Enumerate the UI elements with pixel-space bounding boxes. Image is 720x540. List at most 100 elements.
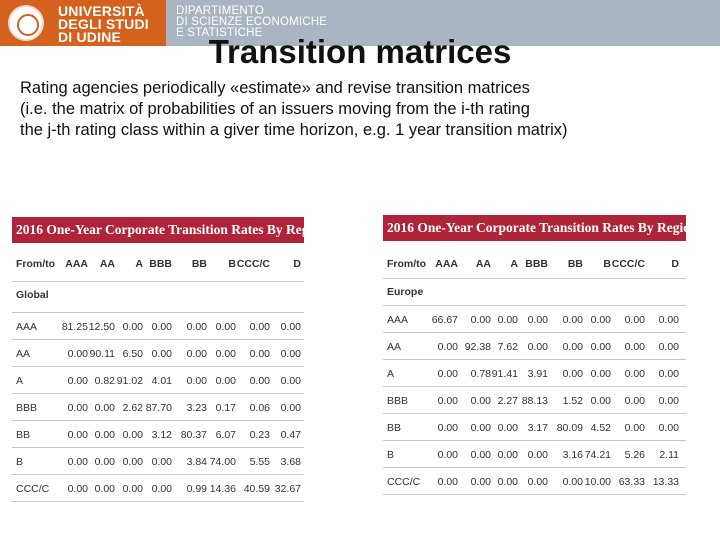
table-cell: 92.38: [464, 341, 491, 353]
table-cell: 6.07: [215, 429, 236, 441]
table-cell: 0.00: [527, 314, 548, 326]
table-cell: 0.23: [249, 429, 270, 441]
row-rating-label: B: [387, 449, 395, 461]
table-cell: 0.00: [67, 375, 88, 387]
column-header: BBB: [525, 258, 548, 270]
table-cell: 2.27: [497, 395, 518, 407]
table-row: AAA 81.25 12.50 0.00 0.00 0.00 0.00 0.00 0.00: [12, 312, 304, 339]
row-rating-label: B: [16, 456, 24, 468]
table-cell: 0.00: [437, 395, 458, 407]
department-name-line-1: DIPARTIMENTO: [176, 5, 265, 17]
table-cell: 0.99: [186, 483, 207, 495]
table-cell: 7.62: [497, 341, 518, 353]
column-header: CCC/C: [611, 258, 645, 270]
table-cell: 0.00: [151, 348, 172, 360]
table-cell: 5.26: [624, 449, 645, 461]
table-cell: 1.52: [562, 395, 583, 407]
table-cell: 40.59: [243, 483, 270, 495]
university-crest-icon: [8, 5, 44, 41]
column-header: AA: [475, 258, 491, 270]
table-cell: 0.00: [151, 456, 172, 468]
slide-title: Transition matrices: [208, 33, 512, 70]
column-header: CCC/C: [236, 258, 270, 270]
table-cell: 0.00: [67, 348, 88, 360]
column-header: B: [603, 258, 611, 270]
header-divider: [383, 278, 686, 279]
table-header-row: From/to AAA AA A BBB BB B CCC/C D: [12, 258, 304, 276]
table-cell: 2.11: [659, 449, 679, 461]
table-cell: 0.00: [562, 476, 583, 488]
row-rating-label: BBB: [387, 395, 409, 407]
row-rating-label: CCC/C: [387, 476, 421, 488]
table-cell: 0.00: [470, 449, 491, 461]
table-cell: 3.84: [186, 456, 207, 468]
department-banner: [166, 0, 720, 46]
table-banner: 2016 One-Year Corporate Transition Rates…: [383, 215, 686, 241]
table-cell: 80.37: [180, 429, 207, 441]
table-cell: 0.00: [437, 449, 458, 461]
table-row: BBB 0.00 0.00 2.27 88.13 1.52 0.00 0.00 0.00: [383, 386, 686, 413]
department-name-line-3: E STATISTICHE: [176, 27, 263, 39]
table-cell: 0.06: [249, 402, 270, 414]
table-cell: 32.67: [274, 483, 301, 495]
table-cell: 0.00: [527, 476, 548, 488]
table-cell: 0.00: [590, 341, 611, 353]
table-cell: 90.11: [89, 348, 116, 360]
table-cell: 0.00: [437, 476, 458, 488]
table-cell: 0.82: [94, 375, 115, 387]
table-cell: 10.00: [584, 476, 611, 488]
column-header: D: [671, 258, 679, 270]
column-header: From/to: [16, 258, 56, 270]
table-row: CCC/C 0.00 0.00 0.00 0.00 0.99 14.36 40.59 32.67: [12, 474, 304, 501]
table-cell: 0.00: [122, 483, 143, 495]
table-row: AA 0.00 90.11 6.50 0.00 0.00 0.00 0.00 0.00: [12, 339, 304, 366]
table-cell: 0.47: [280, 429, 301, 441]
row-rating-label: A: [387, 368, 395, 380]
table-cell: 3.91: [527, 368, 548, 380]
body-line-1: Rating agencies periodically «estimate» …: [20, 79, 530, 97]
table-cell: 66.67: [431, 314, 458, 326]
table-bottom-line: [383, 494, 686, 495]
table-cell: 12.50: [88, 321, 115, 333]
university-name-line-1: UNIVERSITÀ: [58, 3, 145, 19]
table-cell: 0.00: [590, 314, 611, 326]
body-line-2: (i.e. the matrix of probabilities of an …: [20, 100, 530, 118]
slide-body: Rating agencies periodically «estimate» …: [20, 78, 710, 141]
table-cell: 0.00: [67, 456, 88, 468]
table-cell: 0.00: [249, 348, 270, 360]
column-header: AAA: [65, 258, 88, 270]
table-cell: 0.00: [658, 314, 679, 326]
table-cell: 0.00: [215, 348, 236, 360]
table-cell: 0.00: [186, 348, 207, 360]
table-cell: 0.00: [122, 321, 143, 333]
row-rating-label: AAA: [387, 314, 409, 326]
table-cell: 0.00: [67, 402, 88, 414]
table-cell: 0.00: [527, 449, 548, 461]
table-cell: 0.00: [151, 321, 172, 333]
transition-table-europe: 2016 One-Year Corporate Transition Rates…: [383, 215, 686, 495]
table-cell: 74.21: [584, 449, 611, 461]
row-rating-label: CCC/C: [16, 483, 50, 495]
table-cell: 0.00: [527, 341, 548, 353]
column-header: D: [293, 258, 301, 270]
table-cell: 0.00: [67, 429, 88, 441]
column-header: B: [228, 258, 236, 270]
table-cell: 0.00: [122, 456, 143, 468]
table-cell: 0.00: [437, 422, 458, 434]
table-cell: 0.00: [280, 402, 301, 414]
table-cell: 4.52: [590, 422, 611, 434]
column-header: BB: [191, 258, 207, 270]
table-row: B 0.00 0.00 0.00 0.00 3.84 74.00 5.55 3.68: [12, 447, 304, 474]
table-bottom-line: [12, 501, 304, 502]
table-cell: 0.00: [94, 402, 115, 414]
table-row: CCC/C 0.00 0.00 0.00 0.00 0.00 10.00 63.33 13.33: [383, 467, 686, 494]
table-cell: 0.00: [562, 341, 583, 353]
table-cell: 0.00: [497, 449, 518, 461]
table-cell: 0.00: [215, 375, 236, 387]
table-cell: 0.00: [94, 456, 115, 468]
row-rating-label: AAA: [16, 321, 38, 333]
table-cell: 0.00: [280, 321, 301, 333]
table-cell: 0.00: [497, 422, 518, 434]
transition-table-global: 2016 One-Year Corporate Transition Rates…: [12, 217, 304, 502]
body-line-3: the j-th rating class within a giver tim…: [20, 121, 568, 139]
